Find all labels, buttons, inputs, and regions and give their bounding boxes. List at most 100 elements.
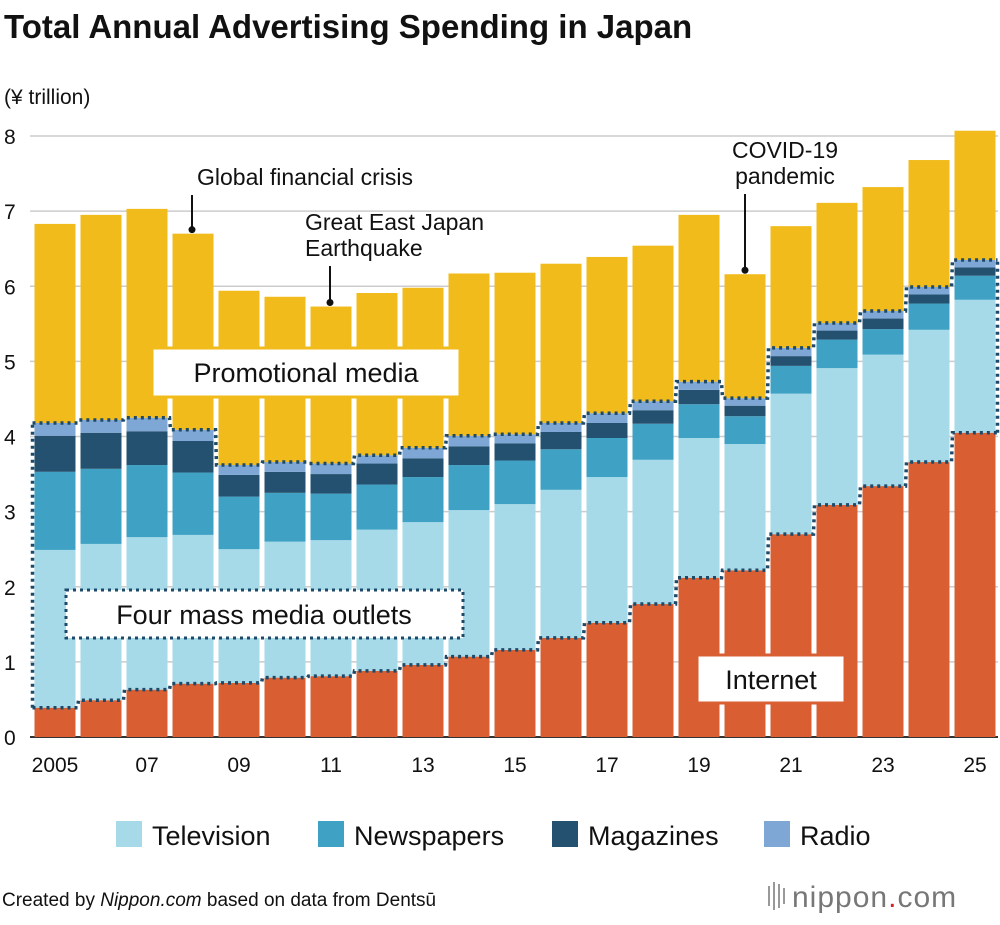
- y-tick-label: 1: [4, 652, 16, 675]
- bar-television: [908, 329, 950, 463]
- bar-newspapers: [172, 472, 214, 535]
- legend-label-newspapers: Newspapers: [354, 821, 504, 851]
- bar-magazines: [632, 410, 674, 424]
- bar-newspapers: [264, 492, 306, 542]
- bar-magazines: [494, 443, 536, 461]
- legend: Television Newspapers Magazines Radio: [116, 821, 871, 851]
- bar-internet: [218, 682, 260, 737]
- bar-promotional-media: [632, 245, 674, 402]
- annotation-text: COVID-19: [732, 137, 838, 163]
- bar-promotional-media: [816, 202, 858, 324]
- annotation-dot: [741, 266, 749, 274]
- bar-radio: [954, 259, 996, 268]
- annotation-text: Global financial crisis: [197, 164, 413, 190]
- bar-internet: [448, 656, 490, 737]
- x-tick-label: 15: [503, 754, 526, 777]
- bar-radio: [172, 429, 214, 442]
- bar-internet: [264, 677, 306, 737]
- bar-magazines: [908, 294, 950, 304]
- bar-promotional-media: [494, 272, 536, 435]
- bar-radio: [816, 323, 858, 331]
- x-tick-label: 17: [595, 754, 618, 777]
- bar-magazines: [218, 474, 260, 497]
- bar-television: [494, 504, 536, 650]
- bar-radio: [586, 413, 628, 423]
- bar-newspapers: [954, 275, 996, 300]
- bar-magazines: [310, 474, 352, 494]
- bar-newspapers: [80, 468, 122, 544]
- bar-newspapers: [310, 493, 352, 541]
- bar-radio: [448, 435, 490, 447]
- four-mass-media-label: Four mass media outlets: [64, 588, 465, 640]
- bar-internet: [586, 622, 628, 737]
- x-tick-label: 23: [871, 754, 894, 777]
- bar-newspapers: [862, 329, 904, 355]
- legend-label-magazines: Magazines: [588, 821, 719, 851]
- group-outlines: [30, 258, 1000, 710]
- bar-internet: [402, 664, 444, 737]
- bar-internet: [34, 707, 76, 737]
- bar-internet: [126, 689, 168, 737]
- bar-television: [678, 438, 720, 578]
- nippon-logo: nippon.com: [768, 881, 957, 914]
- bar-radio: [908, 287, 950, 295]
- bar-magazines: [724, 405, 766, 417]
- legend-swatch-television: [116, 821, 142, 847]
- bar-newspapers: [678, 404, 720, 439]
- bar-newspapers: [126, 465, 168, 538]
- bar-radio: [310, 463, 352, 475]
- bar-promotional-media: [724, 274, 766, 399]
- bar-magazines: [80, 432, 122, 469]
- bar-newspapers: [494, 460, 536, 505]
- mass-media-boundary: [32, 258, 998, 467]
- annotation-dot: [188, 226, 196, 234]
- x-tick-label: 25: [963, 754, 986, 777]
- bar-promotional-media: [34, 223, 76, 423]
- x-tick-label: 2005: [32, 754, 79, 777]
- legend-label-television: Television: [152, 821, 271, 851]
- bar-promotional-media: [678, 214, 720, 382]
- y-tick-labels: 0 1 2 3 4 5 6 7 8: [4, 126, 16, 750]
- bar-television: [632, 459, 674, 605]
- y-tick-label: 2: [4, 577, 16, 600]
- internet-boundary: [32, 430, 998, 710]
- bar-radio: [402, 447, 444, 459]
- x-tick-label: 21: [779, 754, 802, 777]
- bar-promotional-media: [770, 226, 812, 348]
- svg-text:nippon.com: nippon.com: [792, 881, 957, 914]
- x-tick-label: 19: [687, 754, 710, 777]
- bar-magazines: [34, 435, 76, 472]
- annotation-text: Great East Japan: [305, 209, 484, 235]
- annotation-text: pandemic: [735, 163, 835, 189]
- x-tick-label: 13: [411, 754, 434, 777]
- y-tick-label: 7: [4, 201, 16, 224]
- bar-radio: [218, 465, 260, 475]
- bar-television: [862, 354, 904, 487]
- bar-magazines: [954, 267, 996, 276]
- bar-magazines: [770, 356, 812, 366]
- legend-swatch-magazines: [552, 821, 578, 847]
- bar-newspapers: [402, 477, 444, 523]
- bar-radio: [678, 381, 720, 390]
- bar-television: [816, 368, 858, 505]
- bar-magazines: [402, 458, 444, 478]
- bar-promotional-media: [540, 263, 582, 423]
- bar-internet: [540, 637, 582, 737]
- bar-radio: [540, 422, 582, 432]
- bar-television: [770, 393, 812, 535]
- bar-promotional-media: [908, 160, 950, 288]
- bar-newspapers: [586, 438, 628, 478]
- bar-promotional-media: [862, 187, 904, 312]
- bar-radio: [80, 419, 122, 433]
- bar-internet: [80, 700, 122, 737]
- bar-radio: [356, 455, 398, 464]
- internet-text: Internet: [725, 665, 817, 695]
- bar-newspapers: [908, 303, 950, 330]
- bar-newspapers: [448, 465, 490, 511]
- promotional-media-label: Promotional media: [150, 346, 462, 399]
- y-axis-label: (¥ trillion): [4, 86, 90, 109]
- bar-internet: [310, 676, 352, 737]
- bar-magazines: [586, 422, 628, 439]
- bar-internet: [908, 462, 950, 737]
- bar-radio: [126, 417, 168, 432]
